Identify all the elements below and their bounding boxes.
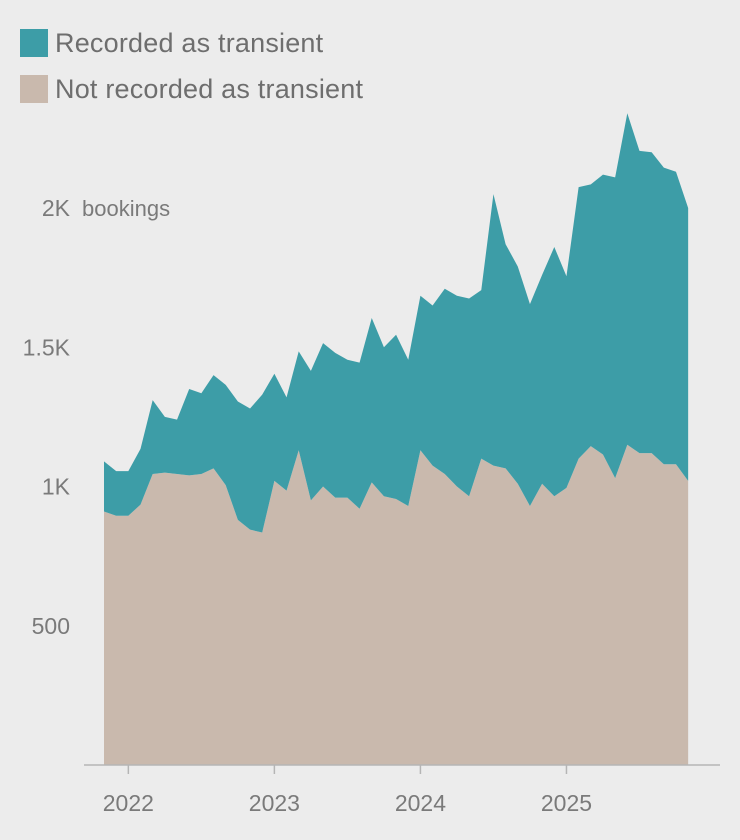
legend-item-not-transient: Not recorded as transient — [20, 66, 363, 112]
area-not-recorded-as-transient — [104, 444, 689, 765]
legend-label-not-transient: Not recorded as transient — [55, 73, 364, 104]
legend-item-transient: Recorded as transient — [20, 20, 363, 66]
y-unit-label: bookings — [82, 196, 170, 221]
legend: Recorded as transient Not recorded as tr… — [20, 20, 363, 112]
area-recorded-as-transient — [104, 113, 689, 533]
legend-label-transient: Recorded as transient — [55, 27, 324, 58]
y-tick-label-1500: 1.5K — [23, 334, 71, 360]
legend-swatch-transient — [20, 29, 48, 57]
x-tick-label-2023: 2023 — [249, 790, 300, 816]
x-tick-label-2025: 2025 — [541, 790, 592, 816]
y-tick-label-2000: 2K — [42, 195, 71, 221]
y-tick-label-1000: 1K — [42, 474, 71, 500]
y-tick-label-500: 500 — [32, 613, 70, 639]
x-tick-label-2024: 2024 — [395, 790, 446, 816]
x-tick-label-2022: 2022 — [103, 790, 154, 816]
legend-swatch-not-transient — [20, 75, 48, 103]
